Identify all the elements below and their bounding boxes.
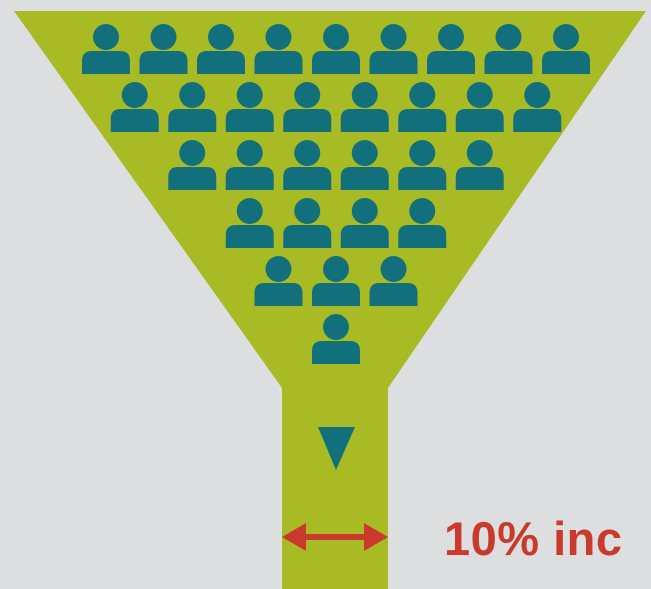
person-icon [82,24,130,74]
person-icon [312,24,360,74]
person-icon [484,24,533,74]
person-icon [283,82,332,132]
double-headed-arrow-icon [282,523,388,551]
person-icon [340,198,389,248]
person-icon [427,24,475,74]
person-icon [312,256,360,306]
person-icon [455,140,504,190]
person-icon [340,82,389,132]
person-icon [398,140,447,190]
caption-text: 10% inc [444,512,623,565]
person-icon [168,82,217,132]
person-icon [225,140,274,190]
person-icon [398,198,447,248]
person-icon [139,24,188,74]
person-icon [225,198,274,248]
person-icon [340,140,389,190]
person-icon [398,82,447,132]
person-icon [369,24,418,74]
person-icon [254,256,303,306]
person-icon [168,140,217,190]
person-icon [283,140,332,190]
person-icon [225,82,274,132]
person-icon [254,24,303,74]
down-triangle-icon [318,427,355,470]
person-icon [312,314,360,364]
person-icon [542,24,590,74]
person-icon [513,82,562,132]
person-icon [197,24,245,74]
person-icon [369,256,418,306]
person-icon [283,198,332,248]
person-icon [455,82,504,132]
person-icon [110,82,159,132]
people-group [82,24,590,364]
